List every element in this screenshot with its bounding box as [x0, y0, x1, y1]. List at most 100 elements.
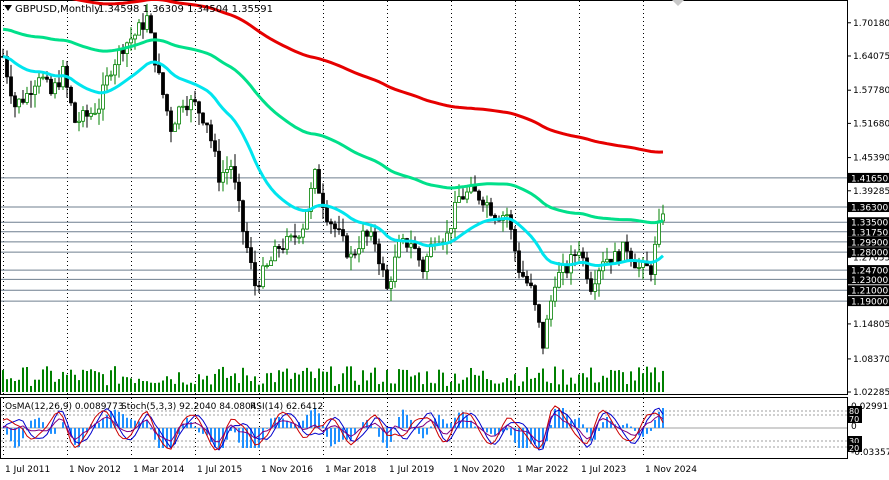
price-level-tag-label: 1.24700: [851, 267, 888, 277]
candle-body: [605, 258, 609, 263]
price-level-tag: [848, 285, 889, 296]
price-axis: 1.70180 1.64075 1.57780 1.51680 1.45390 1.392…: [847, 19, 889, 458]
collapse-arrow-icon[interactable]: [4, 5, 12, 11]
candle-body: [97, 108, 101, 114]
time-tick-label: 1 Jul 2015: [197, 465, 242, 475]
osma-label: OsMA(12,26,9) 0.0089773: [5, 402, 124, 412]
price-tick-label: 1.64075: [853, 52, 889, 62]
rsi-line: [2, 413, 664, 443]
candle-body: [617, 251, 621, 263]
candle-body: [613, 251, 617, 264]
candle-body: [21, 98, 25, 103]
candle-body: [193, 99, 197, 103]
vertical-grid: [3, 1, 644, 458]
candle-body: [413, 243, 417, 249]
chart-shift-icon[interactable]: [672, 0, 684, 6]
chart-header: GBPUSD,Monthly 1.34598 1.36309 1.34504 1…: [4, 0, 684, 15]
candle-body: [225, 169, 229, 173]
candle-body: [45, 76, 49, 80]
candle-body: [573, 254, 577, 256]
candle-body: [637, 267, 641, 269]
price-level-tag: [848, 296, 889, 307]
candle-body: [589, 278, 593, 292]
candle-body: [33, 85, 37, 95]
candle-body: [317, 169, 321, 194]
candle-body: [597, 270, 601, 285]
candle-body: [381, 263, 385, 271]
candle-body: [265, 265, 269, 267]
oscillator-level-tag-label: 70: [849, 415, 859, 424]
candle-body: [465, 191, 469, 200]
candle-body: [377, 243, 381, 265]
price-tick-label: 1.08370: [853, 355, 889, 365]
time-tick-label: 1 Jul 2023: [581, 465, 626, 475]
indicator-axis-label: -0.033575: [851, 448, 889, 458]
price-level-tag-label: 1.31750: [851, 228, 888, 238]
header-ohlc: 1.34598 1.36309 1.34504 1.35591: [98, 4, 273, 15]
price-level-tag-label: 1.33500: [851, 219, 888, 229]
price-level-tag-label: 1.21000: [851, 287, 888, 297]
candle-body: [541, 321, 545, 349]
price-level-tag: [848, 202, 889, 213]
candle-body: [221, 172, 225, 183]
price-tick-label: 1.45390: [853, 154, 889, 164]
candle-body: [277, 246, 281, 249]
oscillator-level-tag-label: 30: [849, 437, 859, 446]
candle-body: [261, 265, 265, 288]
candle-body: [105, 75, 109, 86]
candle-body: [301, 228, 305, 238]
candle-body: [101, 84, 105, 110]
candle-body: [581, 251, 585, 259]
candle-body: [213, 140, 217, 152]
candle-body: [241, 200, 245, 232]
candle-body: [85, 110, 89, 117]
candle-body: [425, 256, 429, 272]
candle-body: [185, 105, 189, 111]
candle-body: [409, 243, 413, 248]
oscillator-level-tag: [848, 443, 862, 452]
candle-body: [373, 231, 377, 245]
oscillator-level-tag-label: 20: [849, 444, 859, 453]
ema-fast-line: [2, 54, 664, 268]
candle-body: [197, 101, 201, 114]
candle-body: [421, 259, 425, 272]
candle-body: [169, 110, 173, 132]
candle-body: [165, 94, 169, 112]
time-tick-label: 1 Nov 2016: [261, 465, 313, 475]
indicator-lines: [1, 405, 847, 451]
price-level-tag-label: 1.41650: [851, 174, 888, 184]
candle-body: [141, 22, 145, 30]
price-tick-label: 1.02285: [853, 388, 889, 398]
candle-body: [313, 169, 317, 189]
time-tick-label: 1 Mar 2018: [325, 465, 377, 475]
time-tick-label: 1 Mar 2022: [517, 465, 568, 475]
candle-body: [29, 93, 33, 95]
price-level-tag: [848, 265, 889, 276]
candle-body: [365, 230, 369, 237]
price-level-tag-label: 1.28000: [851, 249, 888, 259]
oscillator-level-tag: [848, 414, 862, 423]
candle-body: [453, 201, 457, 229]
time-axis: 1 Jul 2011 1 Nov 2012 1 Mar 2014 1 Jul 2015…: [5, 465, 697, 475]
candle-body: [537, 304, 541, 323]
candle-body: [457, 196, 461, 203]
candle-body: [69, 86, 73, 104]
candle-body: [53, 82, 57, 95]
candle-body: [485, 202, 489, 206]
candle-body: [17, 98, 21, 108]
candle-body: [153, 32, 157, 66]
candle-body: [361, 230, 365, 250]
candle-body: [9, 76, 13, 97]
candle-body: [209, 124, 213, 142]
ema-slow-line: [71, 0, 664, 154]
candle-body: [545, 318, 549, 349]
candle-body: [397, 240, 401, 258]
candle-body: [145, 15, 149, 30]
candle-body: [181, 105, 185, 108]
candle-body: [93, 112, 97, 115]
candle-body: [41, 76, 45, 79]
candle-body: [157, 64, 161, 74]
candle-body: [549, 300, 553, 320]
candle-body: [173, 123, 177, 132]
